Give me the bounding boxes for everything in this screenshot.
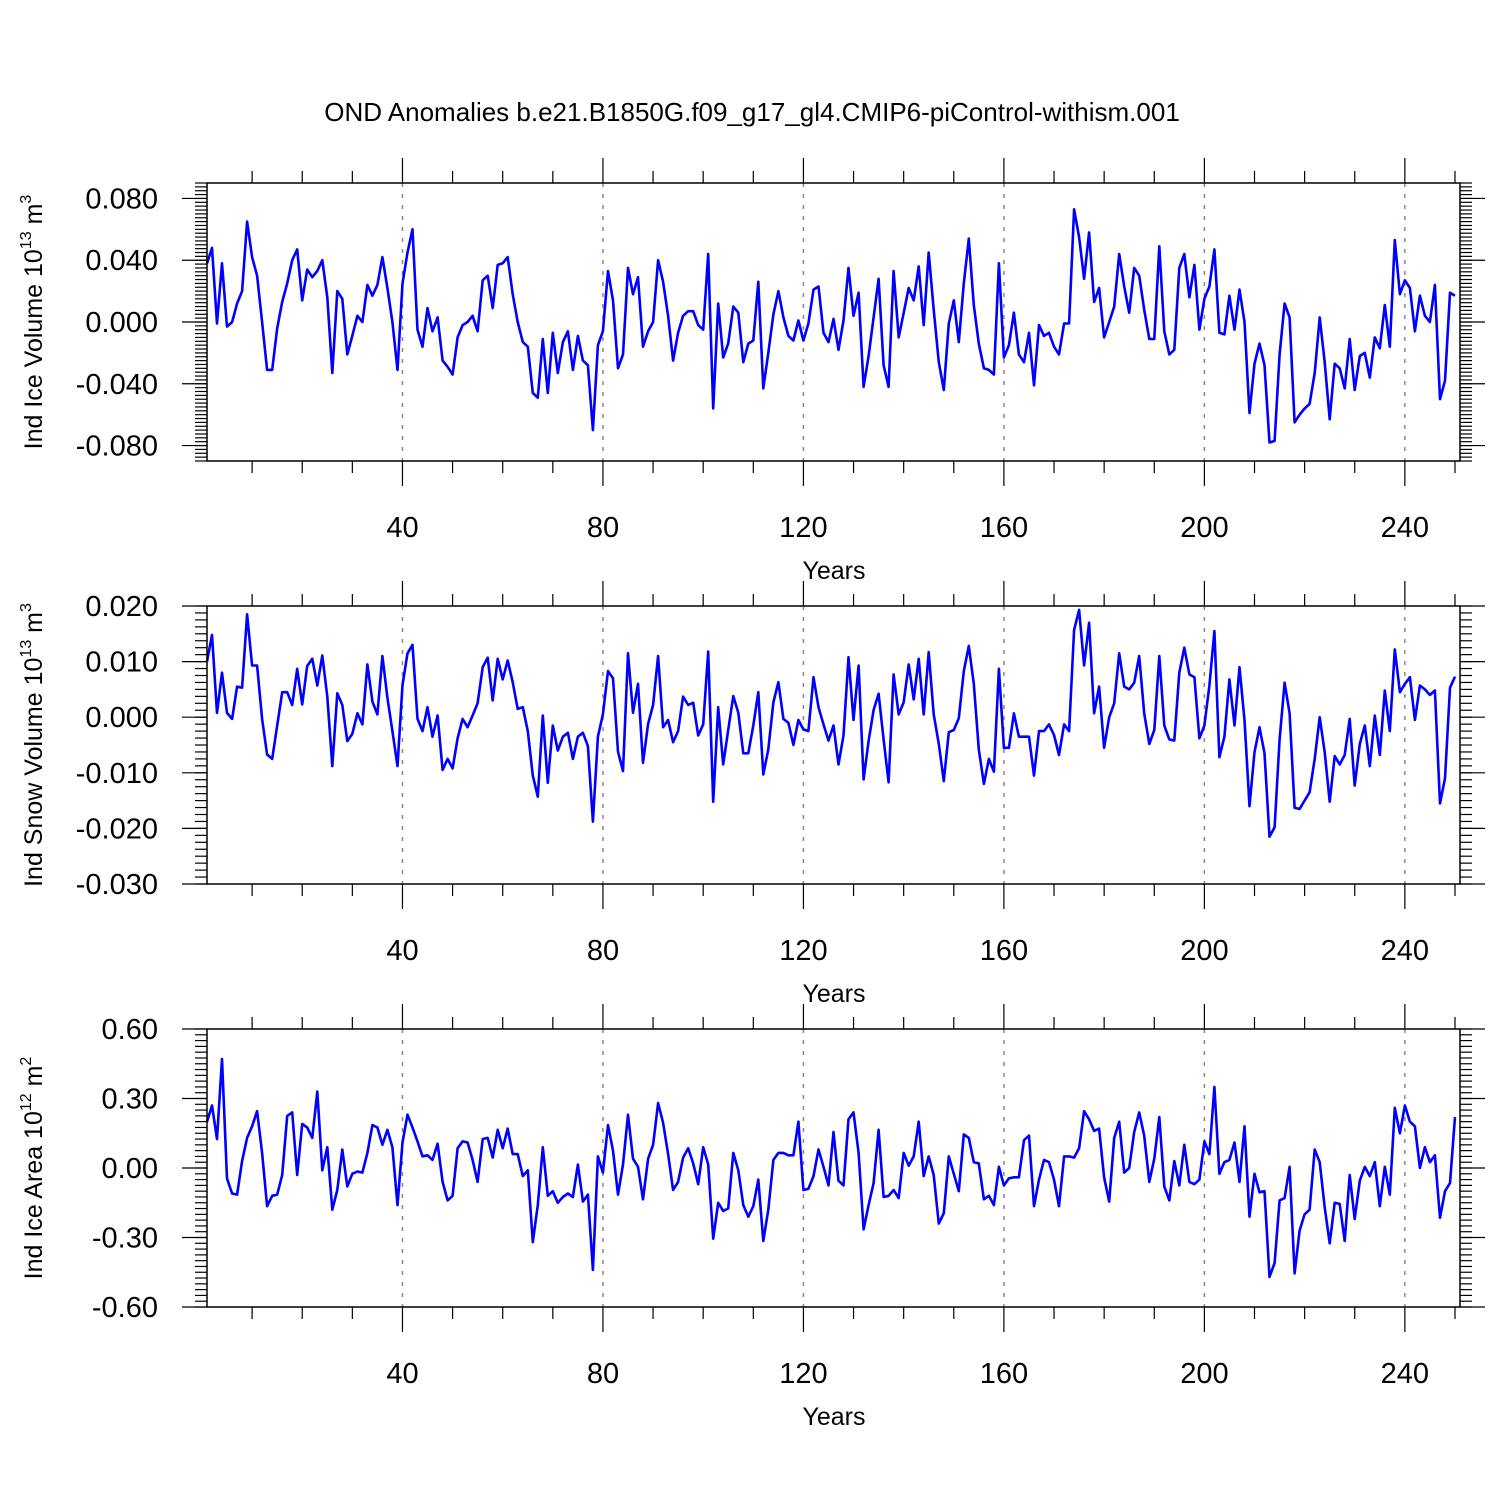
y-tick-label: -0.030 [76,869,158,901]
x-tick-label: 40 [386,1358,418,1390]
y-tick-label: -0.020 [76,813,158,845]
x-axis-title: Years [802,557,865,585]
ind-snow-volume-panel: 0.020 0.010 0.000 -0.010 -0.020 -0.030 40 80 120… [18,581,1485,1008]
y-tick-label: 0.080 [85,183,158,215]
y-tick-label: -0.080 [76,431,158,463]
x-tick-label: 120 [779,1358,827,1390]
ind-ice-volume-panel: 0.080 0.040 0.000 -0.040 -0.080 40 80 120 160 200… [18,158,1485,585]
plot-frame [206,182,1461,462]
x-tick-label: 200 [1180,512,1228,544]
x-tick-label: 200 [1180,1358,1228,1390]
y-tick-label: 0.30 [102,1084,158,1116]
y-axis-title: Ind Ice Volume 1013 m3 [18,195,48,450]
ind-ice-area-series-line [205,1057,1457,1279]
x-tick-label: 80 [587,1358,619,1390]
x-tick-label: 80 [587,935,619,967]
ind-ice-area-panel: 0.60 0.30 0.00 -0.30 -0.60 40 80 120 160 200 240 Ye… [18,1004,1485,1431]
x-tick-label: 80 [587,512,619,544]
y-tick-label: 0.020 [85,591,158,623]
y-tick-label: 0.000 [85,702,158,734]
y-tick-label: -0.30 [92,1223,158,1255]
y-tick-label: 0.00 [102,1153,158,1185]
x-tick-label: 240 [1381,512,1429,544]
x-tick-label: 40 [386,512,418,544]
y-axis-title: Ind Ice Area 1012 m2 [18,1057,48,1280]
x-tick-label: 240 [1381,935,1429,967]
y-tick-label: -0.010 [76,758,158,790]
chart-title: OND Anomalies b.e21.B1850G.f09_g17_gl4.C… [324,97,1180,127]
x-tick-label: 200 [1180,935,1228,967]
ind-ice-volume-series-line [205,208,1456,444]
ind-snow-volume-series-line [205,608,1457,839]
y-tick-label: 0.010 [85,647,158,679]
x-tick-label: 160 [980,512,1028,544]
y-tick-label: -0.60 [92,1292,158,1324]
x-tick-label: 160 [980,935,1028,967]
x-tick-label: 120 [779,935,827,967]
y-tick-label: 0.040 [85,245,158,277]
x-tick-label: 120 [779,512,827,544]
x-tick-label: 40 [386,935,418,967]
y-tick-label: -0.040 [76,369,158,401]
plot-frame [206,1028,1461,1308]
plot-frame [206,605,1461,885]
y-tick-label: 0.000 [85,307,158,339]
x-tick-label: 160 [980,1358,1028,1390]
y-tick-label: 0.60 [102,1014,158,1046]
x-axis-title: Years [802,1403,865,1431]
x-tick-label: 240 [1381,1358,1429,1390]
x-axis-title: Years [802,980,865,1008]
y-axis-title: Ind Snow Volume 1013 m3 [18,603,48,887]
